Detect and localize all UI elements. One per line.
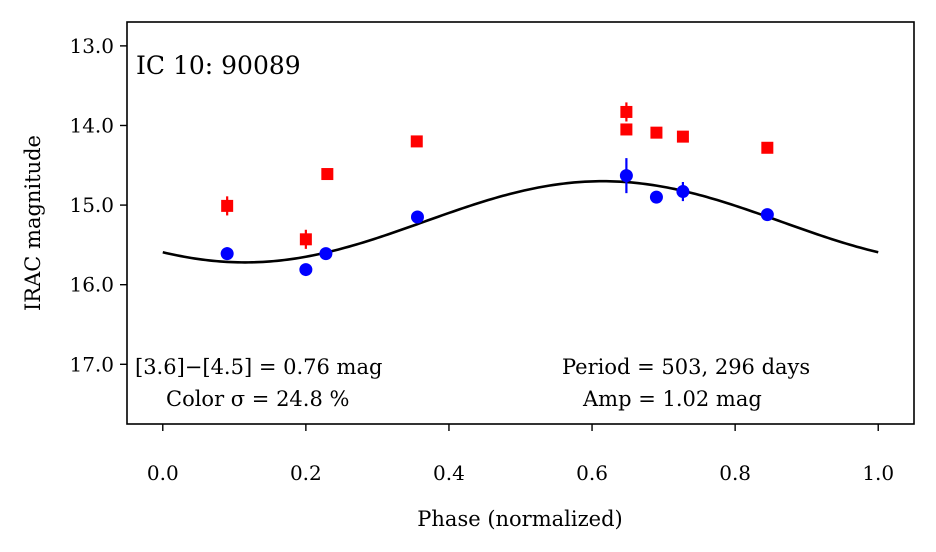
x-tick-label: 0.2 xyxy=(290,461,322,485)
color-annotation-line2: Color σ = 24.8 % xyxy=(166,387,349,411)
data-point-square xyxy=(761,141,774,154)
plot-frame xyxy=(126,21,915,425)
color-annotation-line1: [3.6]−[4.5] = 0.76 mag xyxy=(135,355,382,379)
data-point-circle xyxy=(410,210,424,224)
x-axis-ticks: 0.0 0.2 0.4 0.6 0.8 1.0 xyxy=(147,424,894,485)
data-point-square xyxy=(299,233,312,246)
data-point-square xyxy=(620,105,633,118)
y-tick-label: 13.0 xyxy=(69,34,114,58)
period-annotation: Period = 503, 296 days xyxy=(562,355,810,379)
data-point-circle xyxy=(319,247,333,261)
data-point-square xyxy=(321,168,334,181)
fit-curve-line xyxy=(162,179,879,264)
data-point-circle xyxy=(649,190,663,204)
y-tick-label: 15.0 xyxy=(69,193,114,217)
data-points-layer xyxy=(220,102,774,277)
y-tick-label: 16.0 xyxy=(69,273,114,297)
x-tick-label: 0.0 xyxy=(147,461,179,485)
data-point-square xyxy=(620,123,633,136)
data-point-circle xyxy=(220,247,234,261)
x-tick-label: 0.6 xyxy=(576,461,608,485)
data-point-circle xyxy=(760,208,774,222)
data-point-circle xyxy=(299,263,313,277)
y-tick-label: 17.0 xyxy=(69,352,114,376)
data-point-square xyxy=(650,126,663,139)
x-tick-label: 1.0 xyxy=(862,461,894,485)
amplitude-annotation: Amp = 1.02 mag xyxy=(582,387,762,411)
x-axis-label: Phase (normalized) xyxy=(417,507,622,531)
x-tick-label: 0.8 xyxy=(719,461,751,485)
x-tick-label: 0.4 xyxy=(433,461,465,485)
y-axis-ticks: 13.0 14.0 15.0 16.0 17.0 xyxy=(69,34,127,376)
data-point-square xyxy=(676,130,689,143)
data-point-square xyxy=(410,135,423,148)
data-point-circle xyxy=(676,185,690,199)
y-tick-label: 14.0 xyxy=(69,113,114,137)
y-axis-label: IRAC magnitude xyxy=(21,135,45,311)
data-point-circle xyxy=(619,169,633,183)
data-point-square xyxy=(221,199,234,212)
chart-title: IC 10: 90089 xyxy=(136,51,301,80)
fit-curve-layer xyxy=(162,179,879,264)
